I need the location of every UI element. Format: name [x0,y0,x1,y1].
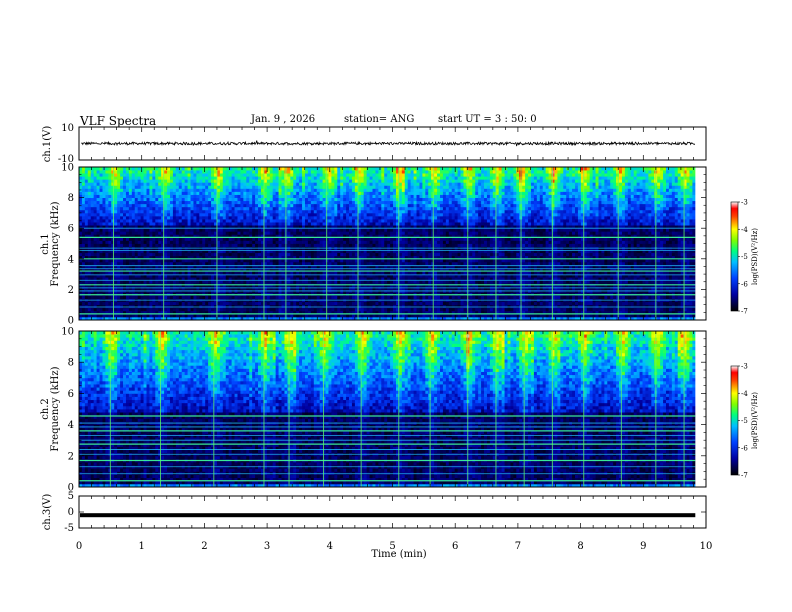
y-tick-label: 6 [68,224,74,235]
colorbar-tick-label: -6 [741,280,748,288]
x-tick-label: 9 [640,541,646,552]
y-tick-label: 4 [68,420,74,431]
x-tick-label: 8 [577,541,583,552]
x-tick-label: 6 [452,541,458,552]
ch2-spectrogram-image [79,331,706,487]
colorbar-tick-label: -4 [741,226,748,234]
ch1-freq-label: Frequency (kHz) [50,201,61,286]
x-tick-label: 1 [139,541,145,552]
y-tick-label: 2 [68,451,74,462]
ch1-colorbar: -3 -4 -5 -6 -7 log(PSD)(V²/Hz) [731,199,759,316]
colorbar-gradient [731,366,738,475]
colorbar-label: log(PSD)(V²/Hz) [751,392,759,449]
vlf-figure: 10 -10 ch.1(V) 0246810 ch.1 Frequency (k… [0,0,792,612]
y-tick-label: 2 [68,285,74,296]
x-tick-label: 2 [201,541,207,552]
colorbar-tick-label: -7 [741,472,748,480]
y-tick-label: 4 [68,254,74,265]
ch3-ytick-mid: 0 [68,507,74,518]
y-tick-label: 8 [68,193,74,204]
colorbar-tick-label: -6 [741,444,748,452]
x-tick-label: 4 [327,541,333,552]
colorbar-tick-label: -5 [741,253,748,261]
y-tick-label: 8 [68,358,74,369]
colorbar-tick-label: -3 [741,363,748,371]
colorbar-gradient [731,202,738,311]
colorbar-tick-label: -3 [741,199,748,207]
x-tick-label: 3 [264,541,270,552]
ch1-waveform-panel: 10 -10 ch.1(V) [42,123,706,165]
x-axis-label: Time (min) [371,549,426,560]
ch3-waveform-panel: 5 0 -5 ch.3(V) [42,491,706,534]
ch3-ytick-top: 5 [68,491,74,502]
ch3-ytick-bottom: -5 [64,523,74,534]
ch3-waveform-trace [80,513,695,517]
y-tick-label: 10 [61,327,74,338]
y-tick-label: 10 [61,163,74,174]
ch1-spectrogram-image [79,167,706,320]
x-tick-label: 10 [700,541,713,552]
x-tick-label: 7 [515,541,521,552]
ch2-freq-label: Frequency (kHz) [50,366,61,451]
colorbar-label: log(PSD)(V²/Hz) [751,228,759,285]
ch2-colorbar: -3 -4 -5 -6 -7 log(PSD)(V²/Hz) [731,363,759,480]
colorbar-tick-label: -5 [741,417,748,425]
ch3-ylabel: ch.3(V) [42,494,53,531]
ch1-ylabel: ch.1(V) [42,126,53,163]
colorbar-tick-label: -4 [741,390,748,398]
x-tick-label: 0 [76,541,82,552]
y-tick-label: 0 [68,316,74,327]
ch1-ytick-top: 10 [61,123,74,134]
colorbar-tick-label: -7 [741,308,748,316]
y-tick-label: 6 [68,389,74,400]
